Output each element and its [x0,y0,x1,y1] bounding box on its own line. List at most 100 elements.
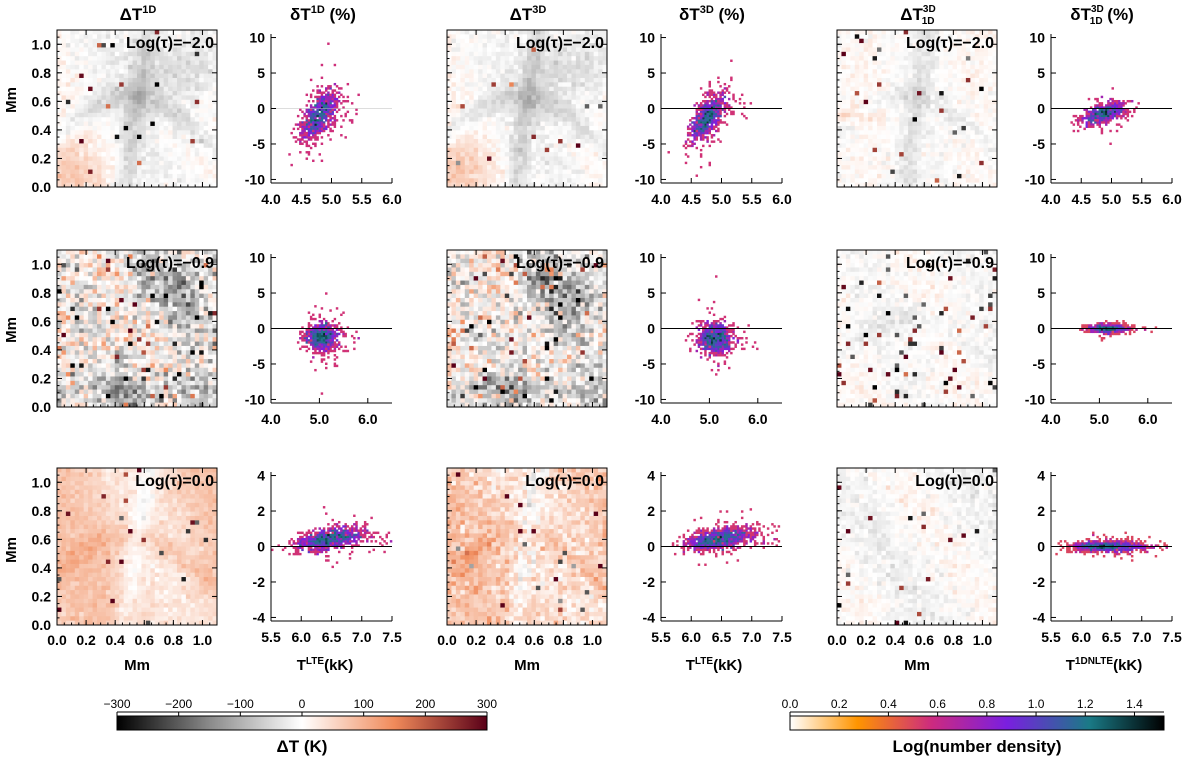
map-cell [154,393,160,399]
map-cell [575,134,581,140]
map-cell [961,77,967,83]
map-cell [190,104,196,109]
map-cell [97,267,102,273]
map-cell [872,56,878,61]
map-cell [137,121,142,127]
map-cell [61,117,67,122]
map-cell [850,117,856,122]
map-cell [899,182,905,188]
map-cell [92,139,98,144]
map-cell [921,95,927,101]
map-cell [500,182,506,188]
map-cell [988,82,993,88]
map-cell [562,108,568,114]
map-ytick-label: 0.6 [32,93,52,109]
map-cell [101,250,107,255]
map-cell [509,34,515,40]
map-cell [518,134,523,140]
map-cell [894,117,900,122]
map-cell [123,363,129,369]
map-cell [168,51,173,57]
map-cell [890,77,896,83]
map-cell [105,77,111,83]
map-cell [159,372,165,377]
map-cell [921,152,927,157]
map-cell [65,160,71,166]
map-cell [589,173,595,179]
map-cell [74,152,80,157]
map-cell [137,363,142,369]
map-cell [92,276,98,281]
map-cell [863,143,869,149]
map-cell [500,82,506,88]
map-cell [447,147,452,153]
map-cell [992,134,998,140]
map-cell [903,82,909,88]
map-cell [930,86,936,92]
map-cell [544,64,550,70]
map-cell [83,178,89,183]
map-cell [540,117,546,122]
map-cell [544,143,550,149]
map-cell [150,302,156,308]
map-cell [163,130,169,136]
map-cell [602,38,608,44]
map-cell [119,328,125,334]
map-cell [890,69,896,74]
map-cell [163,112,169,118]
map-cell [859,30,865,35]
map-cell [447,30,452,35]
map-cell [137,398,142,403]
map-cell [114,30,120,35]
map-cell [544,60,550,66]
map-cell [841,47,847,53]
map-cell [150,350,156,356]
map-cell [602,112,608,118]
map-cell [513,43,519,48]
map-cell [908,56,913,61]
map-cell [150,289,156,294]
map-cell [212,56,218,61]
map-cell [957,108,962,114]
map-cell [168,173,173,179]
map-cell [97,337,102,342]
map-cell [837,51,842,57]
map-cell [513,173,519,179]
map-cell [97,143,102,149]
map-cell [128,34,133,40]
map-cell [890,60,896,66]
map-cell [908,178,913,183]
map-cell [535,173,541,179]
map-cell [859,51,865,57]
map-cell [863,152,869,157]
map-cell [487,139,492,144]
map-cell [877,112,882,118]
map-cell [495,82,501,88]
map-cell [567,165,572,170]
map-cell [455,125,461,131]
map-cell [203,69,209,74]
map-cell [163,47,169,53]
map-cell [141,359,147,364]
map-cell [917,30,922,35]
map-cell [912,143,918,149]
map-cell [105,134,111,140]
map-cell [194,30,200,35]
map-cell [562,91,568,96]
map-cell [992,139,998,144]
map-cell [57,182,62,188]
map-cell [992,182,998,188]
map-cell [925,165,931,170]
map-cell [854,134,860,140]
map-cell [172,182,178,188]
map-cell [212,91,218,96]
map-cell [145,117,151,122]
map-cell [593,182,599,188]
map-cell [79,134,85,140]
map-cell [88,182,93,188]
map-cell [163,121,169,127]
map-cell [841,160,847,166]
map-cell [469,143,475,149]
map-cell [850,47,856,53]
map-cell [145,254,151,260]
